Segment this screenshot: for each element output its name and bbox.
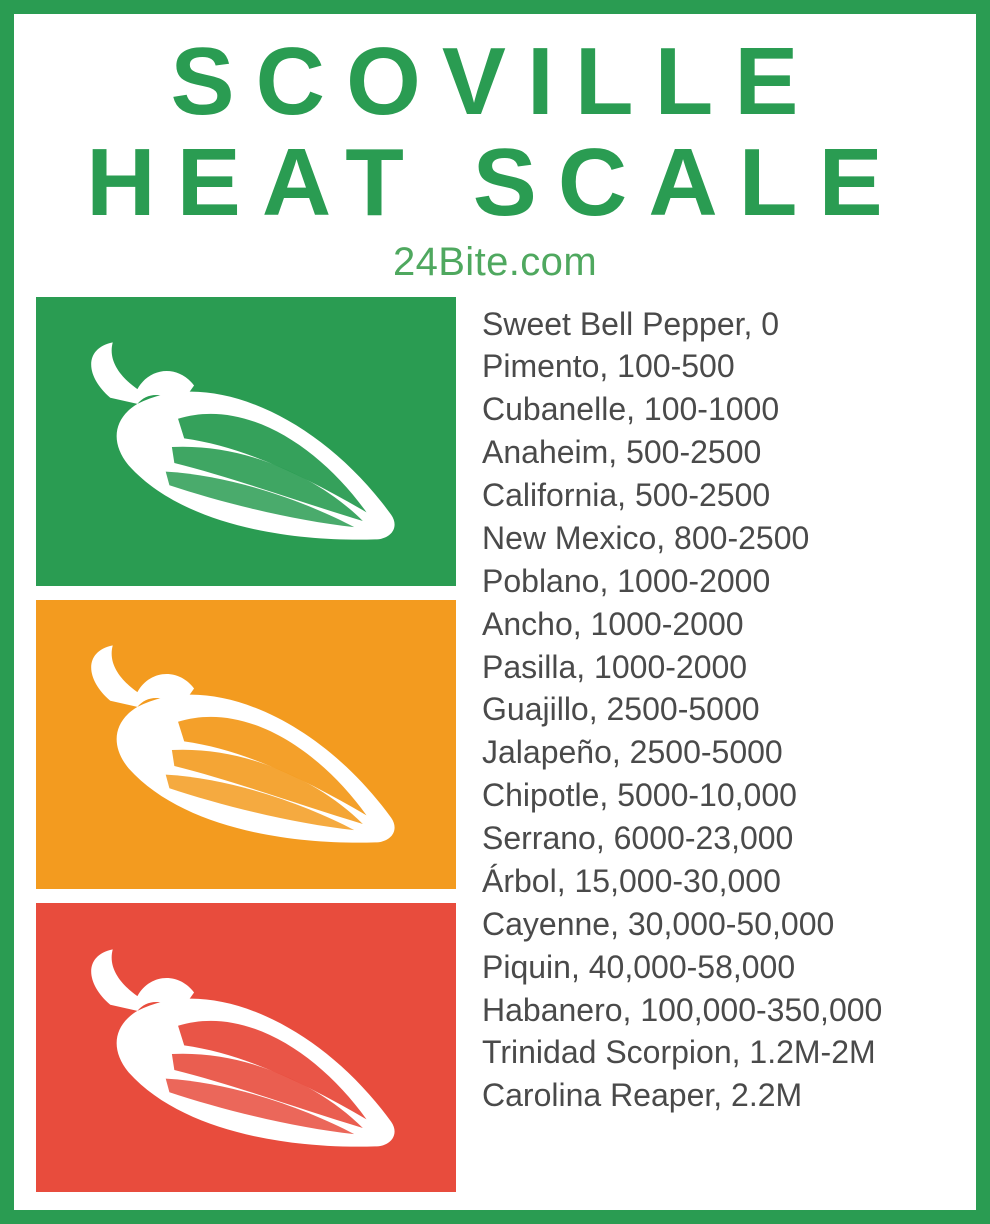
list-item: Guajillo, 2500-5000 [482, 688, 954, 731]
subtitle: 24Bite.com [36, 240, 954, 285]
list-item: Serrano, 6000-23,000 [482, 817, 954, 860]
list-item: Trinidad Scorpion, 1.2M-2M [482, 1031, 954, 1074]
title-block: SCOVILLE HEAT SCALE 24Bite.com [36, 32, 954, 285]
list-item: New Mexico, 800-2500 [482, 517, 954, 560]
list-item: Jalapeño, 2500-5000 [482, 731, 954, 774]
page-title: SCOVILLE HEAT SCALE [36, 32, 954, 234]
list-item: Chipotle, 5000-10,000 [482, 774, 954, 817]
list-item: Árbol, 15,000-30,000 [482, 860, 954, 903]
list-item: Anaheim, 500-2500 [482, 431, 954, 474]
pepper-tile-2 [36, 903, 456, 1192]
list-item: Piquin, 40,000-58,000 [482, 946, 954, 989]
list-item: Ancho, 1000-2000 [482, 603, 954, 646]
list-item: Pasilla, 1000-2000 [482, 646, 954, 689]
pepper-tiles [36, 297, 456, 1192]
list-item: Pimento, 100-500 [482, 345, 954, 388]
pepper-icon [61, 330, 431, 552]
pepper-tile-1 [36, 600, 456, 889]
list-item: California, 500-2500 [482, 474, 954, 517]
list-item: Cayenne, 30,000-50,000 [482, 903, 954, 946]
pepper-tile-0 [36, 297, 456, 586]
list-item: Sweet Bell Pepper, 0 [482, 303, 954, 346]
infographic-frame: SCOVILLE HEAT SCALE 24Bite.com [0, 0, 990, 1224]
list-item: Carolina Reaper, 2.2M [482, 1074, 954, 1117]
list-item: Poblano, 1000-2000 [482, 560, 954, 603]
list-item: Cubanelle, 100-1000 [482, 388, 954, 431]
content-row: Sweet Bell Pepper, 0Pimento, 100-500Cuba… [36, 297, 954, 1192]
pepper-list: Sweet Bell Pepper, 0Pimento, 100-500Cuba… [482, 297, 954, 1192]
pepper-icon [61, 633, 431, 855]
list-item: Habanero, 100,000-350,000 [482, 989, 954, 1032]
pepper-icon [61, 937, 431, 1159]
